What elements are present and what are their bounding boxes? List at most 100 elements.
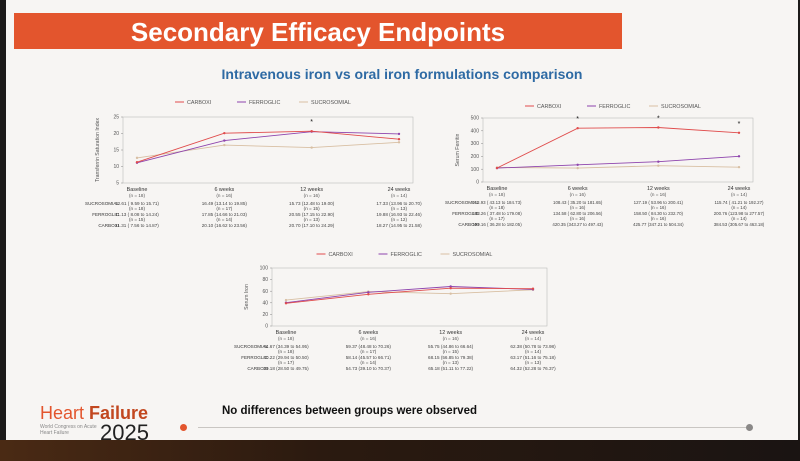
logo-word-heart: Heart [40,403,90,423]
x-category-label: 12 weeks [300,187,323,193]
x-n-label: (n = 16) [304,193,320,198]
table-cell: 44.67 (34.39 to 54.95) [263,344,309,349]
y-tick-label: 300 [471,141,480,147]
table-cell: 55.75 (44.86 to 66.64) [428,344,474,349]
table-row-label: SUCROSOMIAL [234,344,268,349]
table-cell: 63.17 (51.16 to 75.18) [510,355,556,360]
table-cell: (n = 16) [651,205,667,210]
plot-frame [482,117,754,183]
x-category-label: 24 weeks [728,186,751,192]
table-cell: 62.38 (50.78 to 73.98) [510,344,556,349]
data-point [223,131,226,135]
table-row-label: FERROGLIC [241,355,268,360]
table-cell: 17.85 (14.66 to 21.03) [202,212,248,217]
data-point [135,156,139,160]
data-point [657,164,660,167]
table-cell: 20.10 (16.62 to 23.56) [202,223,248,228]
table-cell: 134.58 ( 62.80 to 206.56) [553,211,603,216]
table-cell: (n = 18) [489,205,505,210]
legend-label: FERROGLIC [249,100,281,106]
table-row-label: SUCROSOMIAL [85,201,119,206]
series-line [496,165,740,169]
data-point [223,139,226,142]
table-cell: (n = 14) [216,217,232,222]
x-category-label: 6 weeks [214,187,234,193]
series-line [136,141,400,159]
footer-divider [198,427,748,428]
x-n-label: (n = 18) [489,192,505,197]
table-cell: (n = 14) [731,205,747,210]
ferritin-chart: CARBOXI FERROGLIC SUCROSOMIAL 0 100 200 300 400… [445,104,765,227]
series-line [285,287,534,304]
legend-label: CARBOXI [187,100,211,106]
x-n-label: (n = 14) [731,192,747,197]
data-point [449,286,452,290]
x-category-label: 12 weeks [439,330,462,336]
table-cell: (n = 14) [731,216,747,221]
y-tick-label: 100 [260,266,269,272]
data-point [449,292,452,295]
y-tick-label: 500 [471,116,480,122]
y-tick-label: 200 [471,154,480,160]
table-cell: (n = 13) [304,217,320,222]
y-tick-label: 5 [116,181,119,187]
table-cell: 108.26 ( 37.48 to 179.08) [472,211,522,216]
y-axis-label: Transferrin Saturation Index [95,118,101,183]
x-category-label: 24 weeks [388,187,411,193]
table-cell: 18.27 (14.95 to 21.58) [376,223,422,228]
table-cell: 127.19 ( 53.96 to 200.41) [634,200,684,205]
table-cell: 54.73 (39.10 to 70.37) [346,366,392,371]
data-point [576,166,579,170]
data-point [495,166,499,170]
data-point [397,141,401,144]
y-tick-label: 0 [265,324,268,330]
table-cell: (n = 16) [651,216,667,221]
heart-failure-logo: Heart Failure World Congress on Acute He… [40,403,149,444]
table-cell: 16.49 (13.14 to 19.85) [202,201,248,206]
x-n-label: (n = 18) [129,193,145,198]
table-cell: 109.16 ( 36.28 to 182.05) [472,222,522,227]
legend-label: SUCROSOMIAL [311,100,351,106]
table-cell: (n = 14) [360,360,376,365]
series-line [136,131,400,164]
y-axis-label: Serum Ferritin [455,133,461,166]
x-n-label: (n = 16) [443,336,459,341]
table-cell: 20.70 (17.10 to 24.29) [289,223,335,228]
x-n-label: (n = 16) [360,336,376,341]
table-cell: (n = 18) [278,349,294,354]
table-cell: (n = 17) [489,216,505,221]
table-cell: 11.31 ( 7.56 to 14.87) [115,223,159,228]
x-n-label: (n = 18) [278,336,294,341]
data-point [367,291,370,294]
significance-marker: * [657,116,660,123]
y-tick-label: 40 [262,300,268,306]
series-line [285,289,534,301]
table-cell: 200.76 (123.98 to 277.57) [714,211,765,216]
table-cell: 384.53 (305.67 to 463.18) [714,222,765,227]
data-point [284,298,288,302]
table-cell: (n = 15) [304,206,320,211]
data-point [531,287,535,290]
y-tick-label: 20 [262,312,268,318]
table-cell: 158.50 ( 84.30 to 232.70) [634,211,684,216]
table-cell: (n = 17) [360,349,376,354]
table-cell: (n = 17) [216,206,232,211]
table-cell: (n = 17) [278,360,294,365]
legend-label: SUCROSOMIAL [453,252,493,258]
x-category-label: 12 weeks [647,186,670,192]
plot-frame [271,267,548,327]
table-cell: (n = 14) [525,349,541,354]
table-cell: (n = 18) [129,206,145,211]
table-cell: 20.55 (17.15 to 22.90) [289,212,335,217]
table-cell: 115.74 ( 41.21 to 192.27) [715,200,765,205]
table-cell: (n = 15) [129,217,145,222]
data-point [367,293,370,296]
data-point [737,165,741,169]
legend-label: FERROGLIC [599,104,631,110]
slide-title: Secondary Efficacy Endpoints [14,13,622,49]
table-row-label: FERROGLIC [452,211,479,216]
table-cell: (n = 12) [391,217,407,222]
table-cell: 19.88 (16.93 to 22.46) [376,212,422,217]
x-category-label: 6 weeks [358,330,378,336]
data-point [576,126,579,130]
